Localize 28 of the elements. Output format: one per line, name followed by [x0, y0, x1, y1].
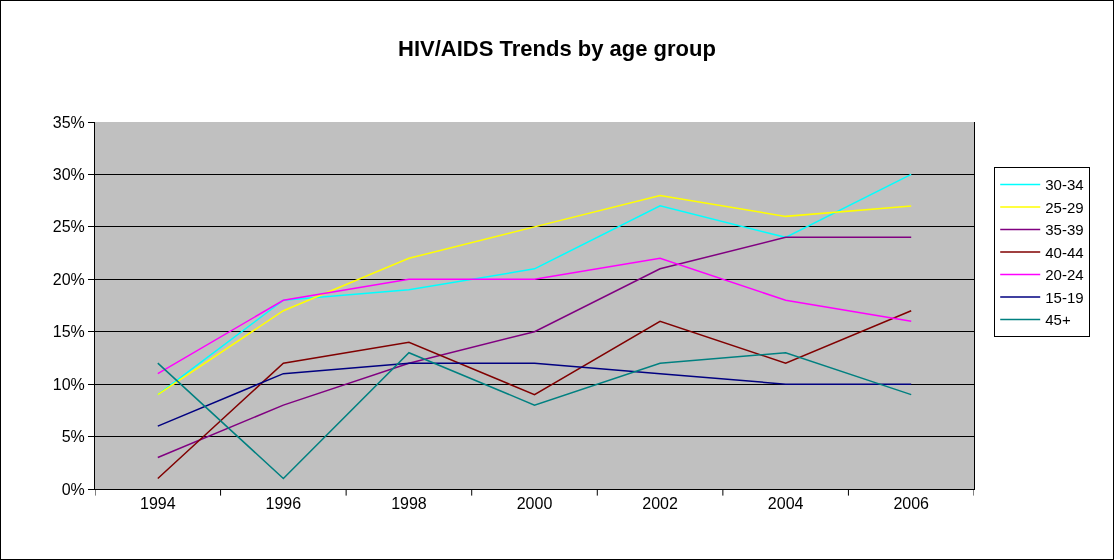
legend-label: 40-44: [1045, 243, 1084, 261]
line-series: [157, 236, 912, 459]
y-tick-label: 25%: [52, 218, 85, 236]
x-tick-label: 2002: [642, 495, 678, 513]
x-tick-label: 1996: [265, 495, 302, 513]
legend-label: 45+: [1045, 311, 1071, 329]
legend-label: 30-34: [1045, 176, 1084, 194]
legend-label: 25-29: [1045, 198, 1084, 216]
y-tick-label: 10%: [52, 375, 85, 393]
x-tick-label: 1998: [391, 495, 427, 513]
chart-title: HIV/AIDS Trends by age group: [398, 36, 716, 62]
y-tick-label: 15%: [52, 323, 85, 341]
line-series: [157, 309, 912, 480]
y-tick-label: 30%: [52, 166, 85, 184]
x-tick-label: 2006: [893, 495, 930, 513]
line-series: [157, 362, 912, 427]
legend-label: 35-39: [1045, 221, 1084, 239]
line-series: [157, 257, 912, 375]
legend-label: 15-19: [1045, 288, 1084, 306]
x-tick-label: 1994: [139, 495, 176, 513]
y-tick-label: 5%: [61, 428, 85, 446]
x-tick-label: 2004: [767, 495, 804, 513]
line-series: [157, 351, 912, 480]
y-tick-label: 0%: [61, 480, 85, 498]
x-tick-label: 2000: [516, 495, 553, 513]
legend-label: 20-24: [1045, 266, 1084, 284]
y-tick-label: 35%: [52, 113, 85, 131]
y-tick-label: 20%: [52, 270, 85, 288]
